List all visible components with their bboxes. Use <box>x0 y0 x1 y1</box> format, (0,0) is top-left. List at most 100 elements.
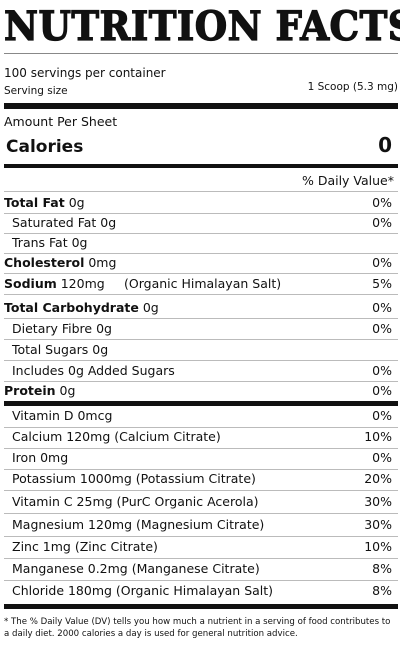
vitamin-daily-value: 10% <box>364 429 392 444</box>
nutrient-amount: 120mg <box>56 276 105 291</box>
vitamin-daily-value: 30% <box>364 494 392 509</box>
row-divider <box>4 490 398 491</box>
thick-divider <box>4 604 398 609</box>
nutrient-daily-value: 0% <box>372 300 392 315</box>
nutrient-label: Protein <box>4 383 56 398</box>
nutrient-row: Total Sugars 0g <box>4 340 398 360</box>
calories-value: 0 <box>378 133 392 157</box>
panel-title: NUTRITION FACTS <box>3 3 400 50</box>
row-divider <box>4 558 398 559</box>
amount-per-label: Amount Per Sheet <box>4 114 118 129</box>
vitamin-daily-value: 8% <box>372 583 392 598</box>
nutrient-name: Protein 0g <box>4 383 75 398</box>
nutrient-row: Total Fat 0g 0% <box>4 193 398 213</box>
calories-label: Calories <box>6 137 84 157</box>
nutrient-row: Trans Fat 0g <box>4 233 398 253</box>
row-divider <box>4 273 398 274</box>
row-divider <box>4 536 398 537</box>
thick-divider <box>4 103 398 109</box>
nutrient-label: Sodium <box>4 276 57 291</box>
vitamin-daily-value: 0% <box>372 450 392 465</box>
vitamin-daily-value: 30% <box>364 517 392 532</box>
vitamin-row: Calcium 120mg (Calcium Citrate) 10% <box>4 427 398 447</box>
serving-size-value: 1 Scoop (5.3 mg) <box>307 81 398 93</box>
vitamin-name: Zinc 1mg (Zinc Citrate) <box>12 539 158 554</box>
nutrient-amount: 0g <box>55 383 76 398</box>
nutrient-daily-value: 0% <box>372 383 392 398</box>
row-divider <box>4 191 398 192</box>
row-divider <box>4 469 398 470</box>
nutrient-amount: 0g <box>64 195 85 210</box>
nutrient-daily-value: 0% <box>372 195 392 210</box>
row-divider <box>4 233 398 234</box>
row-divider <box>4 580 398 581</box>
row-divider <box>4 360 398 361</box>
nutrient-amount: 0g <box>67 235 88 250</box>
vitamin-name: Vitamin C 25mg (PurC Organic Acerola) <box>12 494 259 509</box>
row-divider <box>4 427 398 428</box>
vitamin-daily-value: 10% <box>364 539 392 554</box>
vitamin-name: Calcium 120mg (Calcium Citrate) <box>12 429 221 444</box>
nutrient-row: Protein 0g 0% <box>4 381 398 401</box>
vitamin-row: Vitamin D 0mcg 0% <box>4 406 398 426</box>
nutrient-name: Total Sugars 0g <box>12 342 108 357</box>
nutrient-amount: 0g <box>138 300 159 315</box>
nutrient-amount: 0mg <box>84 255 117 270</box>
nutrient-row: Dietary Fibre 0g 0% <box>4 319 398 339</box>
vitamin-row: Chloride 180mg (Organic Himalayan Salt) 8… <box>4 581 398 601</box>
row-divider <box>4 253 398 254</box>
footnote: * The % Daily Value (DV) tells you how m… <box>4 617 391 639</box>
vitamin-name: Chloride 180mg (Organic Himalayan Salt) <box>12 583 274 598</box>
nutrient-name: Dietary Fibre 0g <box>12 321 112 336</box>
row-divider <box>4 318 398 319</box>
row-divider <box>4 448 398 449</box>
vitamin-row: Iron 0mg 0% <box>4 448 398 468</box>
vitamin-name: Iron 0mg <box>12 450 69 465</box>
nutrient-name: Trans Fat 0g <box>12 235 87 250</box>
nutrient-source: (Organic Himalayan Salt) <box>124 276 282 291</box>
nutrient-label: Total Fat <box>4 195 65 210</box>
thick-divider <box>4 401 398 406</box>
row-divider <box>4 513 398 514</box>
servings-per-container: 100 servings per container <box>4 66 166 80</box>
row-divider <box>4 381 398 382</box>
nutrient-daily-value: 0% <box>372 321 392 336</box>
nutrient-name: Total Fat 0g <box>4 195 85 210</box>
medium-divider <box>4 164 398 168</box>
nutrient-amount: 0g <box>96 215 117 230</box>
nutrient-daily-value: 0% <box>372 215 392 230</box>
nutrient-amount: 0g <box>92 321 112 336</box>
vitamin-name: Potassium 1000mg (Potassium Citrate) <box>12 471 256 486</box>
vitamin-row: Magnesium 120mg (Magnesium Citrate) 30% <box>4 515 398 535</box>
vitamin-row: Vitamin C 25mg (PurC Organic Acerola) 30% <box>4 492 398 512</box>
row-divider <box>4 213 398 214</box>
vitamin-row: Zinc 1mg (Zinc Citrate) 10% <box>4 537 398 557</box>
nutrient-name: Cholesterol 0mg <box>4 255 116 270</box>
nutrient-label: Trans Fat <box>12 235 68 250</box>
row-divider <box>4 339 398 340</box>
serving-size-label: Serving size <box>4 85 68 97</box>
nutrient-name: Saturated Fat 0g <box>12 215 116 230</box>
nutrient-label: Dietary Fibre <box>12 321 93 336</box>
nutrient-daily-value: 0% <box>372 363 392 378</box>
nutrient-label: Includes 0g Added Sugars <box>12 363 175 378</box>
nutrient-daily-value: 5% <box>372 276 392 291</box>
nutrient-name: Total Carbohydrate 0g <box>4 300 159 315</box>
nutrient-name: Includes 0g Added Sugars <box>12 363 175 378</box>
nutrient-label: Saturated Fat <box>12 215 97 230</box>
nutrient-row: Saturated Fat 0g 0% <box>4 213 398 233</box>
vitamin-name: Manganese 0.2mg (Manganese Citrate) <box>12 561 260 576</box>
nutrient-label: Total Carbohydrate <box>4 300 139 315</box>
vitamin-daily-value: 20% <box>364 471 392 486</box>
daily-value-header: % Daily Value* <box>301 173 394 188</box>
nutrient-row: Cholesterol 0mg 0% <box>4 253 398 273</box>
vitamin-row: Manganese 0.2mg (Manganese Citrate) 8% <box>4 559 398 579</box>
nutrient-amount: 0g <box>88 342 109 357</box>
nutrient-label: Cholesterol <box>4 255 85 270</box>
vitamin-name: Vitamin D 0mcg <box>12 408 113 423</box>
vitamin-name: Magnesium 120mg (Magnesium Citrate) <box>12 517 265 532</box>
vitamin-daily-value: 0% <box>372 408 392 423</box>
nutrient-row: Sodium 120mg (Organic Himalayan Salt) 5% <box>4 274 398 294</box>
row-divider <box>4 294 398 295</box>
vitamin-daily-value: 8% <box>372 561 392 576</box>
